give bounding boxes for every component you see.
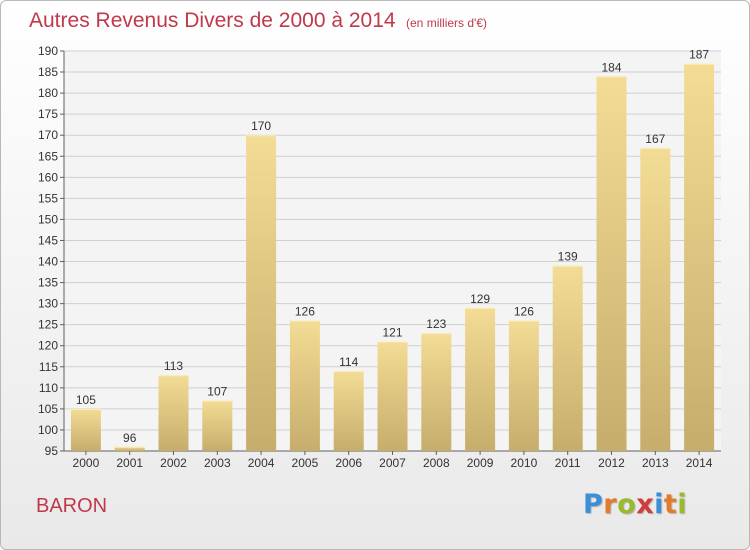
bar-value-label: 129 <box>470 292 490 306</box>
logo-letter: i <box>677 489 688 520</box>
bar-value-label: 107 <box>207 384 227 398</box>
bar <box>333 371 364 451</box>
bar <box>202 400 233 451</box>
y-tick-label: 155 <box>38 191 58 205</box>
bar-value-label: 184 <box>601 60 621 74</box>
bar-value-label: 114 <box>339 355 358 369</box>
bar-value-label: 167 <box>645 132 665 146</box>
logo-letter: t <box>663 489 678 520</box>
chart-unit-label: (en milliers d'€) <box>406 16 487 30</box>
x-tick-label: 2009 <box>467 456 494 470</box>
y-tick-label: 100 <box>38 423 58 437</box>
bar-value-label: 113 <box>164 359 183 373</box>
bar <box>158 375 189 451</box>
x-tick-label: 2007 <box>379 456 406 470</box>
y-tick-label: 115 <box>39 360 58 374</box>
y-tick-label: 180 <box>38 86 58 100</box>
bar <box>421 333 452 451</box>
bar-value-label: 187 <box>689 48 709 62</box>
bar-value-label: 105 <box>76 393 96 407</box>
bar-value-label: 126 <box>514 304 534 318</box>
bar <box>640 147 671 451</box>
x-tick-label: 2004 <box>248 456 275 470</box>
bar <box>552 265 583 451</box>
x-tick-label: 2002 <box>160 456 187 470</box>
bar <box>508 320 539 451</box>
logo-letter: i <box>654 489 664 520</box>
bar <box>377 341 408 451</box>
bar <box>684 63 715 451</box>
x-tick-label: 2012 <box>598 456 625 470</box>
y-tick-label: 170 <box>38 128 58 142</box>
bar-value-label: 96 <box>123 431 137 445</box>
x-tick-label: 2014 <box>686 456 713 470</box>
x-tick-label: 2001 <box>116 456 143 470</box>
y-tick-label: 95 <box>45 444 59 458</box>
chart-title-text: Autres Revenus Divers de 2000 à 2014 <box>29 9 396 32</box>
y-tick-label: 190 <box>38 44 58 58</box>
bar <box>70 408 101 451</box>
place-label: BARON <box>36 495 108 517</box>
y-tick-label: 120 <box>38 339 58 353</box>
x-tick-label: 2005 <box>292 456 319 470</box>
x-tick-label: 2013 <box>642 456 669 470</box>
y-tick-label: 160 <box>38 170 58 184</box>
y-tick-label: 165 <box>38 149 58 163</box>
bar-value-label: 139 <box>558 250 578 264</box>
y-tick-label: 130 <box>38 297 58 311</box>
y-tick-label: 185 <box>38 65 58 79</box>
bar-value-label: 123 <box>426 317 446 331</box>
bar <box>246 135 277 452</box>
logo-letter: r <box>603 489 618 520</box>
bar <box>596 76 627 452</box>
x-tick-label: 2008 <box>423 456 450 470</box>
proxiti-logo: Proxiti <box>583 489 687 520</box>
y-tick-label: 140 <box>38 255 58 269</box>
x-tick-label: 2000 <box>73 456 100 470</box>
logo-letter: x <box>636 489 655 520</box>
bar <box>465 307 496 451</box>
y-tick-label: 135 <box>38 276 58 290</box>
y-tick-label: 110 <box>39 381 58 395</box>
x-tick-label: 2003 <box>204 456 231 470</box>
chart-title: Autres Revenus Divers de 2000 à 2014 (en… <box>29 9 487 33</box>
bar-value-label: 121 <box>382 326 402 340</box>
bar-value-label: 126 <box>295 304 315 318</box>
logo-letter: o <box>617 489 637 520</box>
y-tick-label: 150 <box>38 212 58 226</box>
y-tick-label: 105 <box>38 402 58 416</box>
y-tick-label: 125 <box>38 318 58 332</box>
bar <box>114 446 145 451</box>
x-tick-label: 2011 <box>555 456 581 470</box>
x-tick-label: 2006 <box>335 456 362 470</box>
bar-value-label: 170 <box>251 119 271 133</box>
bar <box>289 320 320 451</box>
logo-letter: P <box>583 489 604 520</box>
y-tick-label: 175 <box>38 107 58 121</box>
y-tick-label: 145 <box>38 233 58 247</box>
x-tick-label: 2010 <box>511 456 538 470</box>
